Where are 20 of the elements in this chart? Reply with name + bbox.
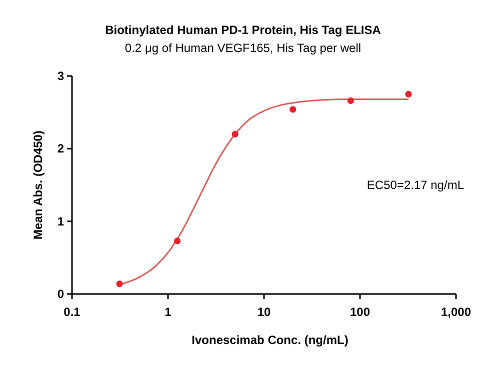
chart-subtitle: 0.2 μg of Human VEGF165, His Tag per well xyxy=(124,41,362,55)
point xyxy=(347,97,354,104)
x-tick-label: 10 xyxy=(257,305,271,319)
y-tick-label: 0 xyxy=(57,287,64,301)
chart-title: Biotinylated Human PD-1 Protein, His Tag ELISA xyxy=(105,23,382,37)
x-tick-label: 0.1 xyxy=(64,305,81,319)
y-axis-title: Mean Abs. (OD450) xyxy=(31,130,45,240)
point xyxy=(232,130,238,138)
point xyxy=(116,280,123,288)
x-axis-title: Ivonescimab Conc. (ng/mL) xyxy=(192,333,348,347)
annotation: EC50=2.17 ng/mL xyxy=(366,178,464,192)
point xyxy=(405,90,412,98)
x-tick-label: 1,000 xyxy=(440,305,472,319)
point xyxy=(290,106,296,113)
y-tick-label: 2 xyxy=(57,142,64,156)
x-tick-label: 1 xyxy=(164,305,172,319)
y-tick-label: 1 xyxy=(57,214,64,228)
x-tick-label: 100 xyxy=(350,305,370,319)
point xyxy=(174,238,181,244)
y-tick-label: 3 xyxy=(57,69,64,83)
